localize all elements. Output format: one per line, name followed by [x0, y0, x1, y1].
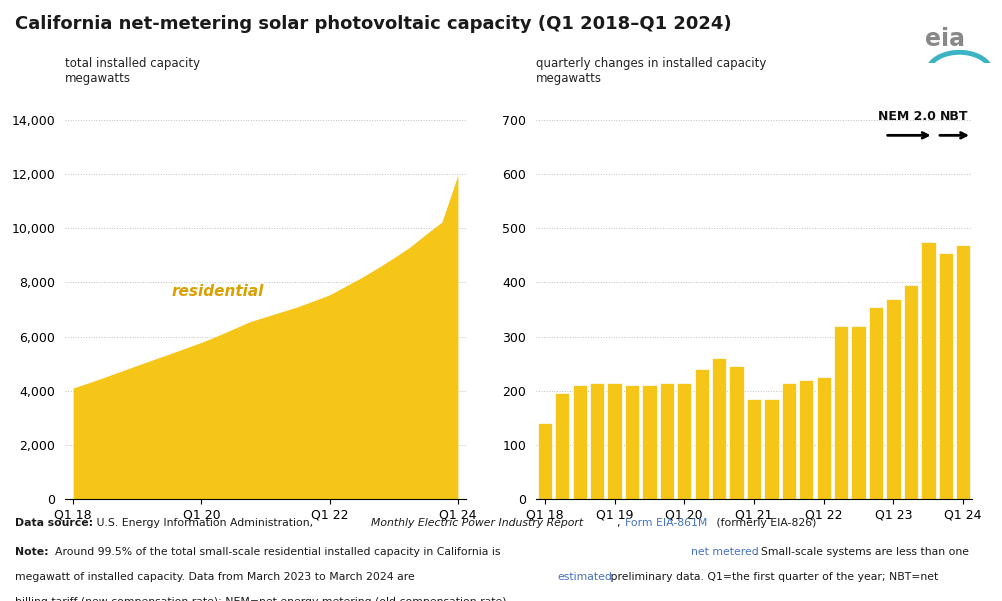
Text: NBT: NBT — [940, 110, 969, 123]
Text: . Small-scale systems are less than one: . Small-scale systems are less than one — [754, 547, 969, 557]
Bar — [677, 382, 691, 499]
Bar — [782, 382, 796, 499]
Text: megawatt of installed capacity. Data from March 2023 to March 2024 are: megawatt of installed capacity. Data fro… — [15, 572, 418, 582]
Text: residential: residential — [171, 284, 264, 299]
Bar — [572, 385, 587, 499]
Bar — [659, 382, 674, 499]
Bar — [939, 252, 953, 499]
Text: Note:: Note: — [15, 547, 49, 557]
Bar — [904, 285, 918, 499]
Bar — [921, 242, 936, 499]
Text: California net-metering solar photovoltaic capacity (Q1 2018–Q1 2024): California net-metering solar photovolta… — [15, 15, 731, 33]
Bar — [538, 423, 552, 499]
Bar — [834, 326, 849, 499]
Bar — [956, 245, 970, 499]
Bar — [607, 382, 621, 499]
Text: Form EIA-861M: Form EIA-861M — [625, 518, 707, 528]
Bar — [869, 307, 883, 499]
Bar — [555, 393, 569, 499]
Bar — [590, 382, 604, 499]
Bar — [800, 380, 814, 499]
Bar — [746, 399, 762, 499]
Text: quarterly changes in installed capacity
megawatts: quarterly changes in installed capacity … — [536, 57, 767, 85]
Bar — [765, 399, 779, 499]
Text: NEM 2.0: NEM 2.0 — [879, 110, 936, 123]
Bar — [887, 299, 901, 499]
Text: net metered: net metered — [691, 547, 760, 557]
Text: Data source:: Data source: — [15, 518, 93, 528]
Bar — [712, 358, 726, 499]
Text: total installed capacity
megawatts: total installed capacity megawatts — [65, 57, 200, 85]
Text: U.S. Energy Information Administration,: U.S. Energy Information Administration, — [93, 518, 317, 528]
Bar — [625, 385, 639, 499]
Bar — [694, 369, 708, 499]
Text: preliminary data. Q1=the first quarter of the year; NBT=net: preliminary data. Q1=the first quarter o… — [607, 572, 939, 582]
Text: Monthly Electric Power Industry Report: Monthly Electric Power Industry Report — [371, 518, 583, 528]
Text: eia: eia — [925, 27, 965, 51]
Text: estimated: estimated — [557, 572, 612, 582]
Text: (formerly EIA-826): (formerly EIA-826) — [713, 518, 817, 528]
Bar — [729, 367, 743, 499]
Text: ,: , — [617, 518, 624, 528]
Text: billing tariff (new compensation rate); NEM=net energy metering (old compensatio: billing tariff (new compensation rate); … — [15, 597, 507, 601]
Bar — [642, 385, 656, 499]
Bar — [852, 326, 866, 499]
Text: Around 99.5% of the total small-scale residential installed capacity in Californ: Around 99.5% of the total small-scale re… — [55, 547, 504, 557]
Bar — [817, 377, 831, 499]
